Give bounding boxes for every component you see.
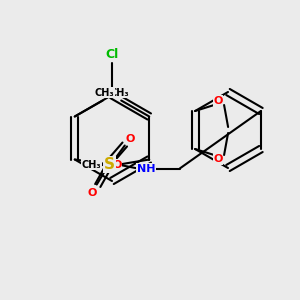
Text: CH₃: CH₃ [81,160,101,170]
Text: O: O [125,134,134,143]
Text: CH₃: CH₃ [110,88,129,98]
Text: S: S [104,157,115,172]
Text: O: O [213,96,223,106]
Text: NH: NH [136,164,155,173]
Text: O: O [213,154,223,164]
Text: CH₃: CH₃ [95,88,115,98]
Text: Cl: Cl [105,49,119,62]
Text: O: O [112,160,122,170]
Text: O: O [87,188,96,199]
